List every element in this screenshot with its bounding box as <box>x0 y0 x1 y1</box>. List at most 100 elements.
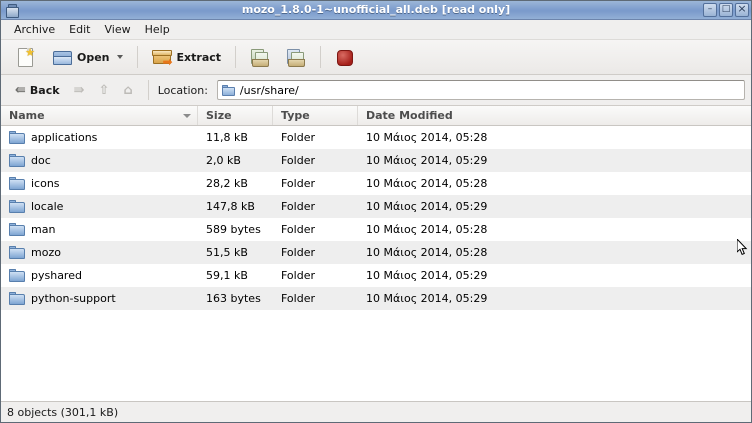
home-icon: ⌂ <box>123 82 133 98</box>
folder-icon <box>9 246 25 259</box>
column-header-date-modified[interactable]: Date Modified <box>358 106 751 125</box>
stop-button[interactable] <box>328 42 360 72</box>
minimize-button[interactable] <box>703 3 717 17</box>
back-button[interactable]: ⇚ Back <box>9 81 66 100</box>
cell-date: 10 Μάιος 2014, 05:29 <box>366 292 488 305</box>
column-header-type[interactable]: Type <box>273 106 358 125</box>
toolbar: ★ Open ➡ Extract <box>1 40 751 75</box>
file-name-label: applications <box>31 131 98 144</box>
folder-icon <box>9 223 25 236</box>
title-bar[interactable]: mozo_1.8.0-1~unofficial_all.deb [read on… <box>1 1 751 20</box>
cell-type: Folder <box>281 269 315 282</box>
cell-date: 10 Μάιος 2014, 05:28 <box>366 131 488 144</box>
back-button-label: Back <box>29 83 60 97</box>
extract-icon: ➡ <box>151 48 173 68</box>
new-archive-button[interactable]: ★ <box>9 42 43 72</box>
folder-icon <box>9 200 25 213</box>
table-row[interactable]: pyshared 59,1 kB Folder 10 Μάιος 2014, 05:2… <box>1 264 751 287</box>
add-files-button[interactable] <box>243 42 277 72</box>
cell-type: Folder <box>281 131 315 144</box>
cell-type: Folder <box>281 154 315 167</box>
file-name-label: pyshared <box>31 269 82 282</box>
file-name-label: icons <box>31 177 60 190</box>
file-name-label: python-support <box>31 292 116 305</box>
cell-date: 10 Μάιος 2014, 05:29 <box>366 269 488 282</box>
home-button[interactable]: ⌂ <box>117 81 138 100</box>
folder-icon <box>9 292 25 305</box>
status-bar: 8 objects (301,1 kB) <box>1 402 751 422</box>
table-row[interactable]: doc 2,0 kB Folder 10 Μάιος 2014, 05:29 <box>1 149 751 172</box>
cell-name: man <box>1 223 198 236</box>
table-row[interactable]: applications 11,8 kB Folder 10 Μάιος 2014, … <box>1 126 751 149</box>
up-button[interactable]: ⇧ <box>92 81 115 100</box>
cell-name: doc <box>1 154 198 167</box>
cell-date: 10 Μάιος 2014, 05:28 <box>366 177 488 190</box>
menu-view[interactable]: View <box>104 23 131 36</box>
column-header-name[interactable]: Name <box>1 106 198 125</box>
folder-icon <box>9 177 25 190</box>
table-row[interactable]: locale 147,8 kB Folder 10 Μάιος 2014, 05:29 <box>1 195 751 218</box>
extract-button-label: Extract <box>176 50 222 64</box>
open-button-label: Open <box>77 50 110 64</box>
file-name-label: mozo <box>31 246 61 259</box>
cell-type: Folder <box>281 223 315 236</box>
forward-button[interactable]: ⇛ <box>68 81 91 100</box>
cell-size: 51,5 kB <box>206 246 248 259</box>
location-input[interactable]: /usr/share/ <box>216 80 745 100</box>
folder-icon <box>9 269 25 282</box>
cell-name: locale <box>1 200 198 213</box>
status-text: 8 objects (301,1 kB) <box>7 405 119 419</box>
arrow-right-icon: ⇛ <box>73 82 85 98</box>
menu-edit[interactable]: Edit <box>69 23 91 36</box>
file-name-label: man <box>31 223 56 236</box>
maximize-button[interactable] <box>719 3 733 17</box>
menu-bar: Archive Edit View Help <box>1 20 751 40</box>
table-row[interactable]: mozo 51,5 kB Folder 10 Μάιος 2014, 05:28 <box>1 241 751 264</box>
cell-type: Folder <box>281 200 315 213</box>
location-label: Location: <box>157 83 208 97</box>
cell-size: 2,0 kB <box>206 154 241 167</box>
file-list: Name Size Type Date Modified application… <box>1 106 751 402</box>
menu-archive[interactable]: Archive <box>14 23 56 36</box>
column-header-size[interactable]: Size <box>198 106 273 125</box>
cell-name: python-support <box>1 292 198 305</box>
column-header-size-label: Size <box>206 109 232 122</box>
window-title: mozo_1.8.0-1~unofficial_all.deb [read on… <box>241 3 511 16</box>
cell-date: 10 Μάιος 2014, 05:28 <box>366 246 488 259</box>
location-bar: ⇚ Back ⇛ ⇧ ⌂ Location: /usr/share/ <box>1 75 751 106</box>
arrow-up-icon: ⇧ <box>98 82 110 98</box>
cell-size: 59,1 kB <box>206 269 248 282</box>
cell-size: 163 bytes <box>206 292 261 305</box>
column-header-name-label: Name <box>9 109 45 122</box>
add-folder-button[interactable] <box>279 42 313 72</box>
location-path-value: /usr/share/ <box>239 83 299 97</box>
chevron-down-icon[interactable] <box>116 55 123 59</box>
file-list-header: Name Size Type Date Modified <box>1 106 751 126</box>
toolbar-separator <box>320 46 322 68</box>
cell-date: 10 Μάιος 2014, 05:29 <box>366 200 488 213</box>
cell-size: 589 bytes <box>206 223 261 236</box>
cell-name: applications <box>1 131 198 144</box>
archive-icon <box>4 3 19 18</box>
folder-icon <box>9 131 25 144</box>
file-name-label: doc <box>31 154 51 167</box>
extract-button[interactable]: ➡ Extract <box>145 42 229 72</box>
cell-date: 10 Μάιος 2014, 05:29 <box>366 154 488 167</box>
add-folder-icon <box>286 48 306 67</box>
table-row[interactable]: python-support 163 bytes Folder 10 Μάιος 20… <box>1 287 751 310</box>
cell-name: pyshared <box>1 269 198 282</box>
close-button[interactable] <box>735 3 749 17</box>
column-header-type-label: Type <box>281 109 310 122</box>
cell-size: 11,8 kB <box>206 131 248 144</box>
cell-name: icons <box>1 177 198 190</box>
open-button[interactable]: Open <box>45 42 130 72</box>
arrow-left-icon: ⇚ <box>15 82 26 98</box>
menu-help[interactable]: Help <box>144 23 170 36</box>
cell-size: 147,8 kB <box>206 200 255 213</box>
file-list-rows: applications 11,8 kB Folder 10 Μάιος 2014, … <box>1 126 751 401</box>
window-controls <box>703 3 749 17</box>
folder-icon <box>221 84 235 96</box>
table-row[interactable]: man 589 bytes Folder 10 Μάιος 2014, 05:28 <box>1 218 751 241</box>
table-row[interactable]: icons 28,2 kB Folder 10 Μάιος 2014, 05:28 <box>1 172 751 195</box>
